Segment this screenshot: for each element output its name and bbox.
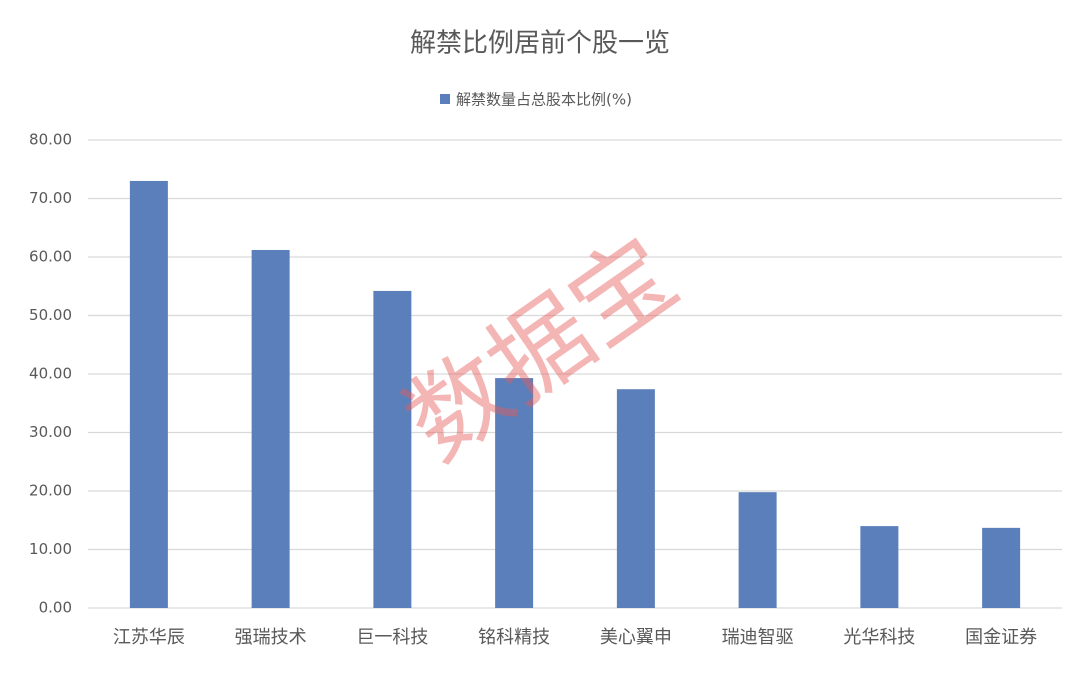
y-tick-label: 60.00 [29, 248, 72, 266]
x-tick-label: 光华科技 [843, 627, 915, 648]
bar [373, 290, 412, 608]
bar [129, 180, 168, 608]
bar [251, 249, 290, 609]
bar [860, 526, 899, 608]
x-tick-label: 江苏华辰 [113, 627, 185, 648]
legend-label: 解禁数量占总股本比例(%) [456, 91, 632, 109]
y-tick-label: 40.00 [29, 365, 72, 383]
x-tick-label: 瑞迪智驱 [722, 627, 794, 648]
y-tick-label: 70.00 [29, 189, 72, 207]
y-tick-label: 10.00 [29, 540, 72, 558]
x-tick-label: 巨一科技 [356, 627, 428, 648]
y-tick-label: 30.00 [29, 423, 72, 441]
x-tick-label: 美心翼申 [600, 627, 672, 648]
y-tick-label: 50.00 [29, 306, 72, 324]
chart-title: 解禁比例居前个股一览 [410, 29, 670, 59]
bar [616, 389, 655, 608]
bar [495, 378, 534, 608]
legend-swatch [440, 94, 450, 104]
bar [982, 527, 1021, 608]
bar [738, 492, 777, 608]
y-tick-label: 20.00 [29, 482, 72, 500]
x-tick-label: 强瑞技术 [235, 627, 307, 648]
x-tick-label: 铭科精技 [478, 627, 550, 648]
y-tick-label: 0.00 [39, 599, 72, 617]
x-tick-label: 国金证券 [965, 627, 1037, 648]
y-tick-label: 80.00 [29, 131, 72, 149]
